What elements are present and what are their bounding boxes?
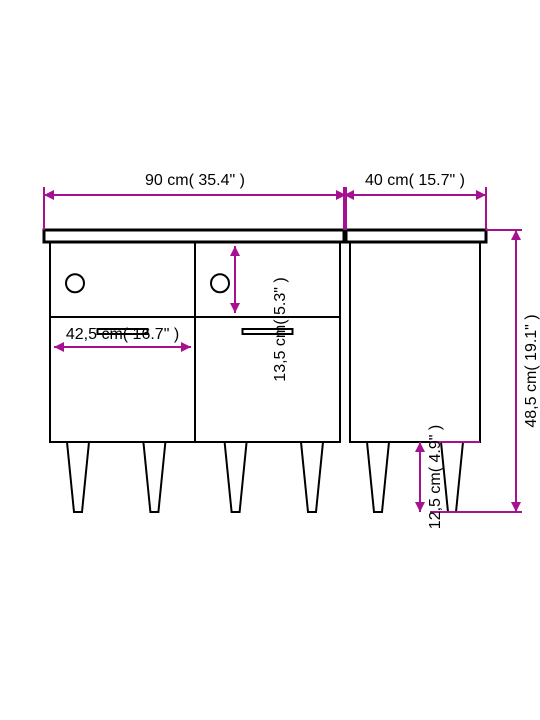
dim-leg-height-label: 12,5 cm( 4.9" ) — [427, 425, 444, 529]
dim-total-height-label: 48,5 cm( 19.1" ) — [523, 314, 540, 427]
dim-depth-label: 40 cm( 15.7" ) — [365, 172, 465, 189]
dim-width-label: 90 cm( 35.4" ) — [145, 172, 245, 189]
dim-shelf-height-label: 13,5 cm( 5.3" ) — [272, 277, 289, 381]
side-view — [344, 230, 486, 512]
front-view — [44, 230, 346, 512]
dim-shelf-width-label: 42,5 cm( 16.7" ) — [66, 326, 179, 343]
